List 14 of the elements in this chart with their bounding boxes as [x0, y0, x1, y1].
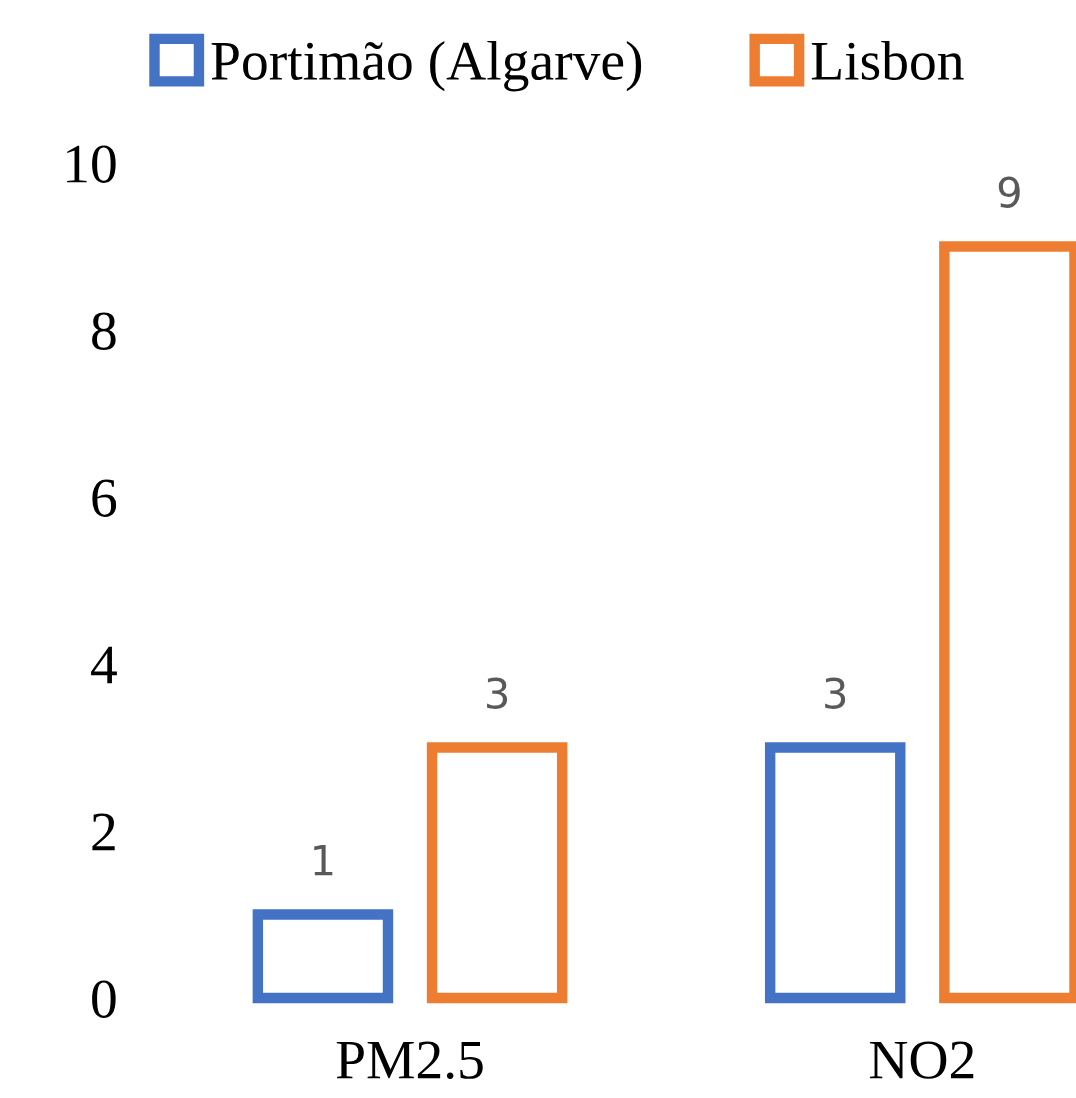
x-tick-label: PM2.5: [336, 1041, 483, 1080]
data-label: 1: [314, 844, 333, 876]
y-tick-label: 0: [92, 980, 116, 1018]
y-tick-label: 6: [92, 479, 117, 517]
y-tick-label: 10: [67, 145, 116, 183]
data-label: 3: [487, 677, 508, 709]
data-label: 9: [998, 176, 1020, 208]
y-tick-label: 8: [92, 312, 116, 350]
legend-label: Lisbon: [811, 40, 964, 80]
y-tick-label: 4: [91, 646, 117, 684]
x-tick-label: NO2: [869, 1041, 974, 1079]
legend-label: Portimão (Algarve): [211, 40, 642, 92]
data-label: 3: [825, 677, 846, 709]
y-tick-label: 2: [92, 813, 115, 851]
